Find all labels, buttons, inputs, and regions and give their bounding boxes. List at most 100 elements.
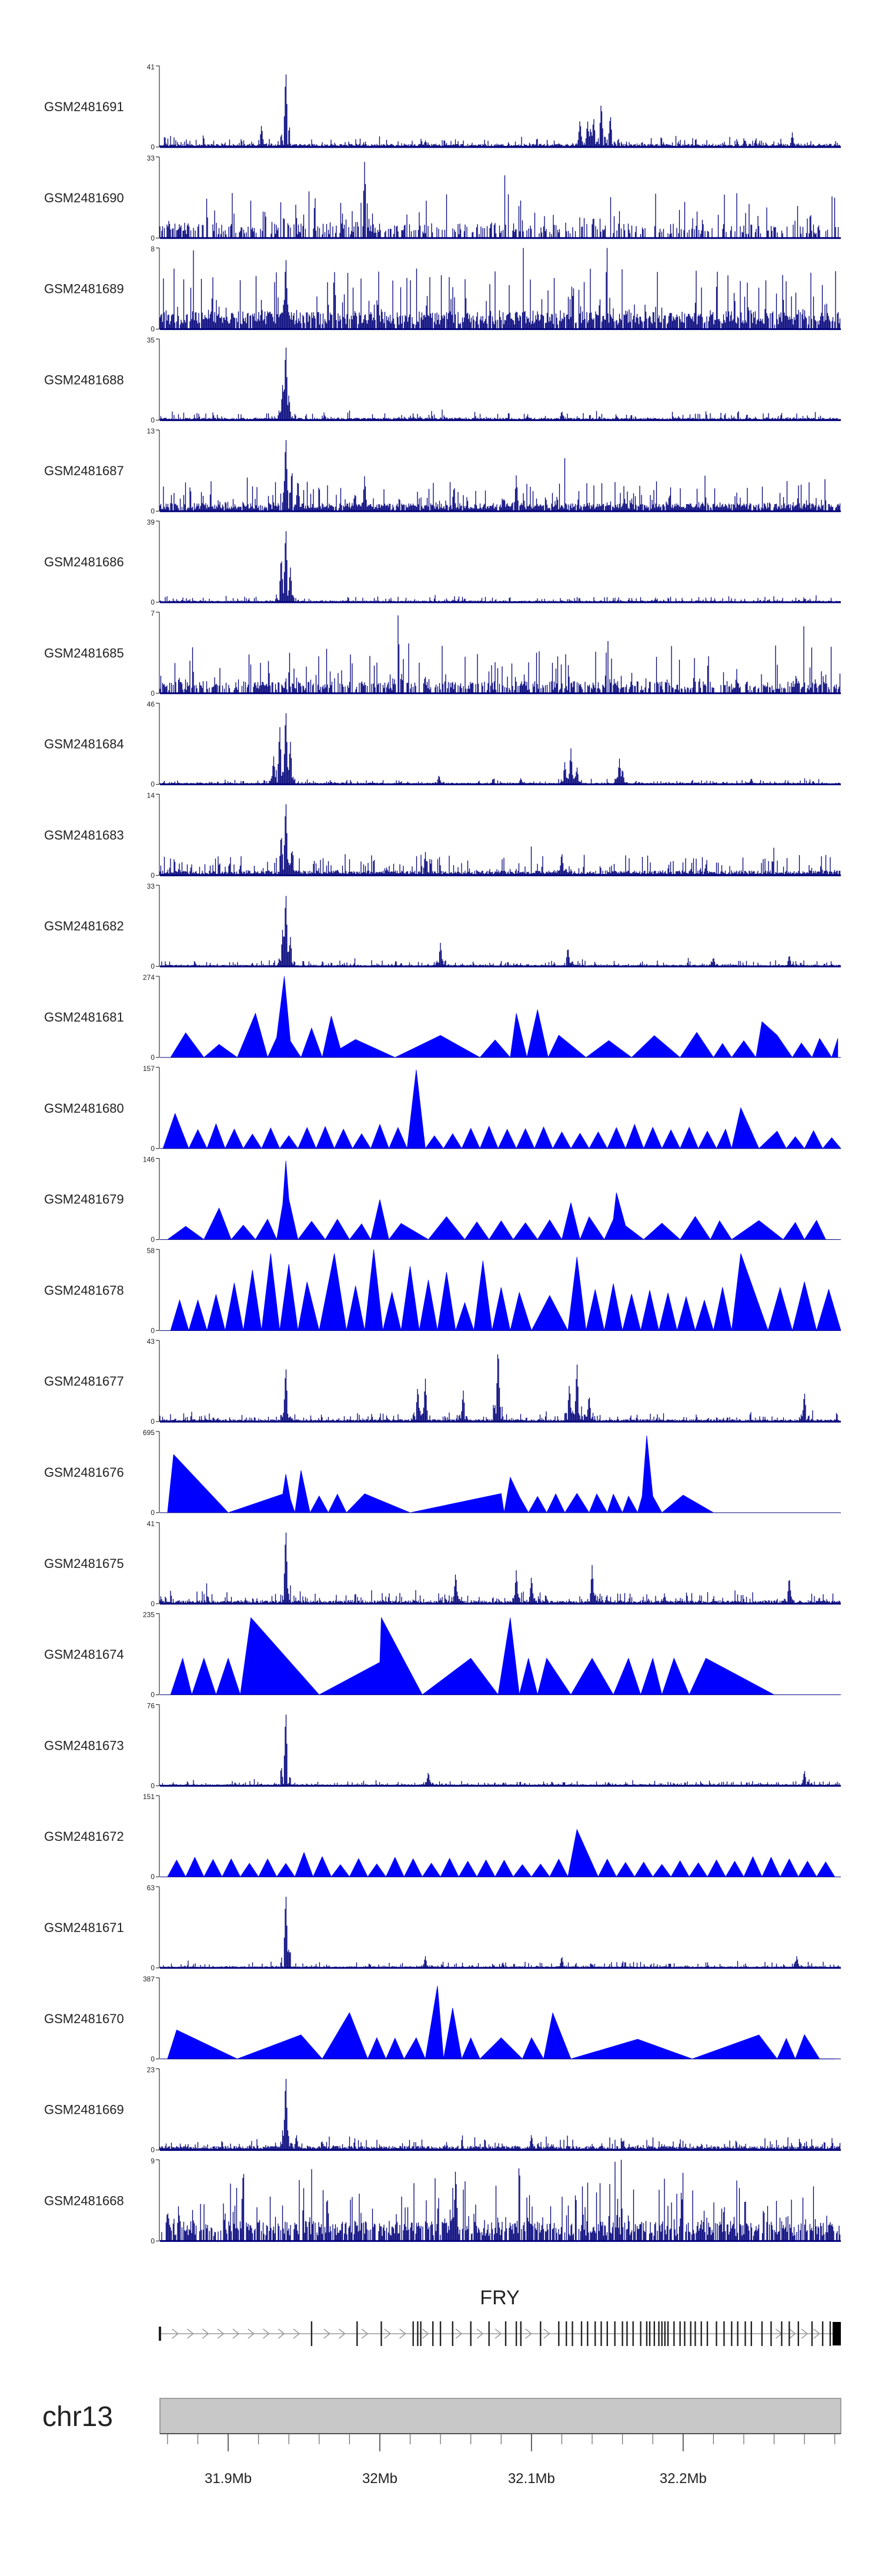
chromosome-label: chr13 [42, 2401, 113, 2432]
track-label: GSM2481676 [44, 1465, 124, 1480]
gene-exon [811, 2321, 813, 2346]
gene-exon [797, 2321, 799, 2346]
gene-exon [723, 2321, 725, 2346]
gene-exon [632, 2321, 634, 2346]
gene-exon [706, 2321, 709, 2346]
y-max-label: 235 [143, 1611, 155, 1619]
gene-exon [731, 2321, 733, 2346]
y-min-label: 0 [151, 1873, 155, 1881]
track-GSM2481676: GSM2481676 695 0 [44, 1429, 841, 1517]
gene-exon [412, 2321, 414, 2346]
signal-area [170, 976, 838, 1059]
gene-exon [505, 2321, 507, 2346]
gene-exon [520, 2321, 522, 2346]
gene-exon [417, 2321, 419, 2346]
gene-exon [744, 2321, 746, 2346]
signal-bars [159, 615, 841, 693]
gene-exon [452, 2321, 453, 2346]
gene-exon [761, 2321, 763, 2346]
track-GSM2481677: GSM2481677 43 0 [44, 1337, 841, 1426]
y-max-label: 157 [143, 1065, 155, 1073]
gene-exon [716, 2321, 717, 2346]
gene-utr-block [833, 2322, 841, 2345]
y-max-label: 146 [143, 1156, 155, 1164]
track-label: GSM2481686 [44, 555, 124, 569]
gene-exon [649, 2321, 651, 2346]
track-label: GSM2481673 [44, 1738, 124, 1753]
signal-bars [159, 1354, 841, 1422]
gene-strand-arrow [248, 2328, 255, 2339]
track-label: GSM2481688 [44, 372, 124, 387]
track-GSM2481671: GSM2481671 63 0 [44, 1884, 841, 1972]
signal-bars [159, 1714, 841, 1786]
gene-strand-arrow [217, 2328, 225, 2339]
track-GSM2481680: GSM2481680 157 0 [44, 1065, 841, 1153]
gene-strand-arrow [789, 2328, 796, 2339]
y-min-label: 0 [151, 1326, 155, 1334]
signal-bars [161, 2160, 841, 2241]
y-max-label: 41 [147, 63, 155, 71]
x-tick-label: 32Mb [362, 2471, 397, 2487]
track-label: GSM2481672 [44, 1829, 124, 1844]
track-label: GSM2481678 [44, 1283, 124, 1297]
y-max-label: 7 [151, 609, 155, 618]
gene-track: FRY [159, 2287, 841, 2346]
y-max-label: 41 [147, 1520, 155, 1528]
gene-exon [684, 2321, 686, 2346]
y-min-label: 0 [151, 689, 155, 698]
gene-exon [356, 2321, 358, 2346]
gene-exon [594, 2321, 596, 2346]
signal-bars [159, 1532, 841, 1604]
y-max-label: 46 [147, 700, 155, 709]
y-min-label: 0 [151, 2237, 155, 2245]
chromosome-ideogram: chr13 31.9Mb 32Mb 32.1Mb 32.2Mb [42, 2398, 841, 2487]
track-label: GSM2481689 [44, 282, 124, 296]
gene-exon [781, 2321, 783, 2346]
y-min-label: 0 [151, 1417, 155, 1426]
y-max-label: 151 [143, 1793, 155, 1801]
gene-exon [540, 2321, 542, 2346]
y-max-label: 8 [151, 245, 155, 253]
y-min-label: 0 [151, 1509, 155, 1517]
track-label: GSM2481680 [44, 1101, 124, 1116]
track-label: GSM2481691 [44, 99, 124, 114]
y-max-label: 63 [147, 1884, 155, 1892]
track-label: GSM2481670 [44, 2011, 124, 2026]
y-max-label: 35 [147, 336, 155, 344]
gene-exon [380, 2321, 382, 2346]
track-GSM2481685: GSM2481685 7 0 [44, 609, 841, 698]
y-min-label: 0 [151, 598, 155, 606]
gene-exon [439, 2321, 442, 2346]
y-min-label: 0 [151, 325, 155, 333]
y-min-label: 0 [151, 1691, 155, 1699]
gene-exon [821, 2321, 824, 2346]
track-GSM2481675: GSM2481675 41 0 [44, 1520, 841, 1608]
track-label: GSM2481685 [44, 646, 124, 660]
gene-exon [572, 2321, 573, 2346]
track-GSM2481690: GSM2481690 33 0 [44, 154, 841, 242]
gene-exon [679, 2321, 681, 2346]
gene-strand-arrow [801, 2328, 808, 2339]
y-min-label: 0 [151, 1053, 155, 1062]
gene-exon [673, 2321, 675, 2346]
track-label: GSM2481675 [44, 1556, 124, 1571]
track-label: GSM2481668 [44, 2193, 124, 2208]
gene-exon [626, 2321, 628, 2346]
gene-strand-arrow [399, 2328, 406, 2339]
track-GSM2481669: GSM2481669 23 0 [44, 2066, 841, 2154]
y-min-label: 0 [151, 416, 155, 424]
gene-exon [558, 2321, 560, 2346]
track-label: GSM2481690 [44, 191, 124, 205]
gene-exon [488, 2321, 490, 2346]
signal-area [170, 1249, 841, 1332]
signal-area [167, 1986, 835, 2060]
signal-bars [159, 74, 841, 147]
gene-strand-arrow [813, 2328, 820, 2339]
gene-strand-arrow [525, 2328, 532, 2339]
gene-exon [829, 2321, 831, 2346]
track-GSM2481674: GSM2481674 235 0 [44, 1611, 841, 1699]
gene-strand-arrow [202, 2328, 209, 2339]
gene-exon [587, 2321, 589, 2346]
track-label: GSM2481674 [44, 1647, 124, 1662]
y-max-label: 76 [147, 1701, 155, 1710]
